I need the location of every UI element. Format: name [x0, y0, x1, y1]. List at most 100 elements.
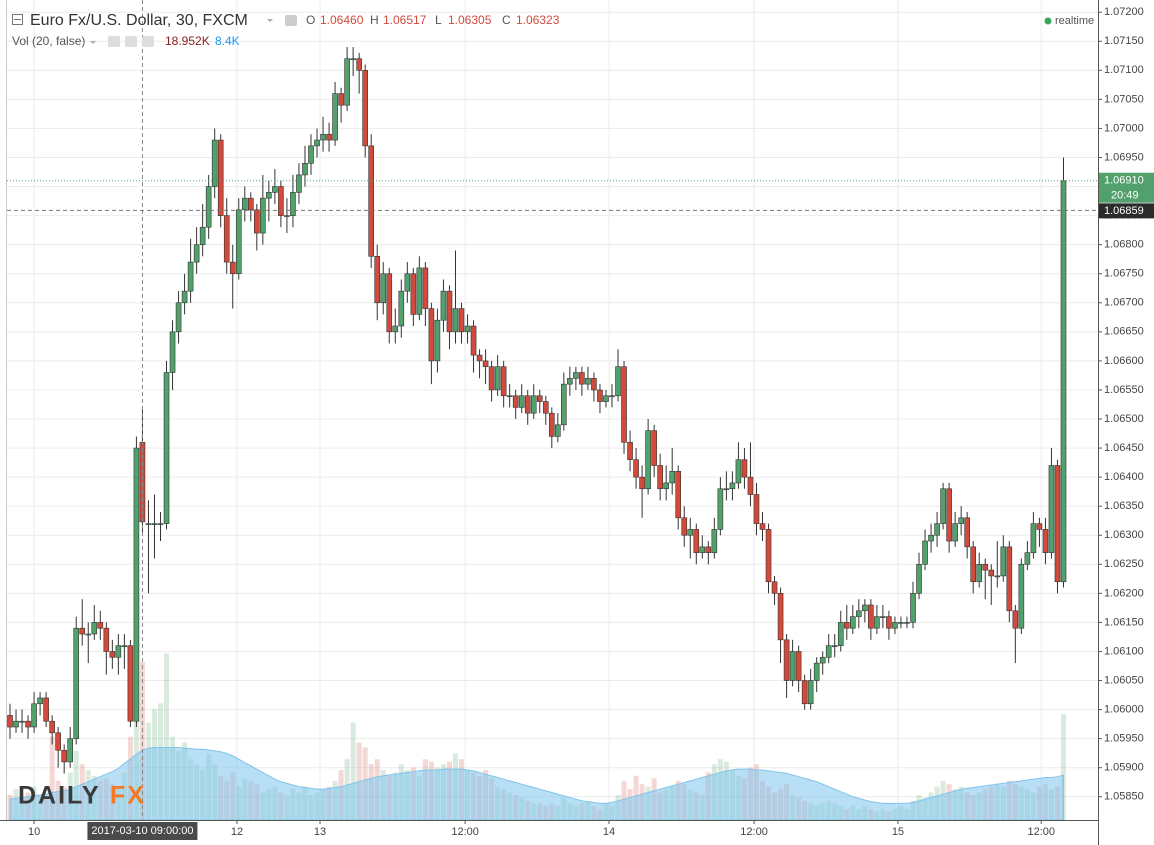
y-tick-label: 1.07200: [1104, 6, 1144, 18]
candle-body: [248, 197, 254, 211]
candle-body: [410, 273, 417, 315]
volume-dropdown[interactable]: [90, 41, 96, 44]
candle-body: [380, 273, 387, 304]
candle-body: [31, 703, 37, 728]
candle-body: [1024, 552, 1031, 565]
price-axis-panel: [1098, 0, 1154, 845]
candle-body: [169, 331, 176, 373]
candle-body: [133, 447, 140, 722]
settings-button[interactable]: [285, 15, 297, 26]
candle-body: [675, 471, 682, 519]
candle-body: [211, 139, 218, 187]
volume-layer: [7, 653, 1066, 821]
candle-body: [127, 645, 134, 722]
logo-daily: DAILY: [18, 782, 101, 810]
y-tick-label: 1.05850: [1104, 791, 1144, 803]
volume-remove-button[interactable]: [142, 36, 154, 47]
crosshair-label: 2017-03-10 09:00:00: [91, 825, 193, 837]
candle-body: [518, 395, 525, 408]
candle-body: [669, 471, 676, 484]
candle-body: [308, 145, 314, 164]
candle-body: [217, 139, 224, 216]
y-tick-label: 1.06750: [1104, 268, 1144, 280]
candle-body: [825, 645, 832, 658]
title-dropdown[interactable]: [267, 19, 273, 22]
candle-body: [1030, 523, 1037, 553]
candle-body: [813, 662, 820, 681]
candle-body: [19, 720, 25, 723]
candle-body: [831, 645, 838, 647]
candle-body: [747, 476, 754, 495]
candle-body: [494, 366, 501, 391]
candle-body: [1036, 523, 1043, 530]
candle-body: [898, 622, 904, 624]
candle-body: [530, 395, 537, 414]
volume-bar: [164, 653, 170, 820]
candle-body: [163, 372, 170, 524]
candle-body: [952, 523, 958, 542]
candle-body: [789, 651, 796, 681]
candle-body: [121, 645, 128, 647]
y-tick-label: 1.07100: [1104, 64, 1144, 76]
candle-body: [205, 186, 212, 228]
candle-body: [79, 627, 86, 635]
volume-format-button[interactable]: [125, 36, 137, 47]
candle-body: [260, 197, 266, 234]
candle-body: [681, 517, 688, 536]
candle-body: [615, 366, 621, 397]
volume-settings-button[interactable]: [108, 36, 120, 47]
candle-body: [922, 540, 928, 565]
candle-body: [717, 488, 724, 530]
candle-body: [7, 715, 13, 728]
candle-body: [771, 581, 778, 594]
candle-body: [181, 290, 188, 304]
candle-body: [964, 517, 970, 548]
candle-body: [296, 174, 302, 193]
candle-body: [37, 697, 43, 705]
candle-body: [241, 197, 248, 211]
candle-body: [904, 622, 910, 624]
candle-body: [314, 139, 320, 147]
candle-body: [139, 441, 146, 523]
y-tick-label: 1.06350: [1104, 500, 1144, 512]
candle-body: [506, 395, 513, 398]
y-tick-label: 1.06250: [1104, 558, 1144, 570]
y-tick-label: 1.07000: [1104, 122, 1144, 134]
candle-body: [591, 378, 597, 391]
y-tick-label: 1.06650: [1104, 326, 1144, 338]
candle-body: [801, 680, 808, 705]
candle-body: [404, 273, 411, 292]
x-tick-label: 12: [231, 826, 243, 838]
candle-body: [422, 267, 429, 309]
candle-body: [440, 290, 447, 321]
candle-body: [464, 325, 471, 333]
candle-body: [970, 546, 977, 583]
candle-body: [892, 622, 898, 629]
candle-body: [573, 372, 579, 379]
y-tick-label: 1.06000: [1104, 703, 1144, 715]
candle-body: [97, 622, 104, 629]
candle-body: [151, 523, 158, 525]
candle-body: [235, 209, 242, 275]
collapse-button[interactable]: [12, 14, 23, 25]
candle-body: [729, 482, 736, 490]
last-price-label: 1.06910: [1104, 175, 1144, 187]
volume-bar: [1061, 714, 1066, 820]
overlay-layer: [7, 0, 1098, 820]
volume-ma-area: [9, 747, 1064, 821]
x-tick-label: 12:00: [740, 826, 768, 838]
x-tick-label: 13: [314, 826, 326, 838]
y-tick-label: 1.06200: [1104, 587, 1144, 599]
y-tick-label: 1.06550: [1104, 384, 1144, 396]
candle-body: [49, 720, 55, 734]
candle-body: [43, 697, 49, 722]
candle-body: [175, 302, 182, 333]
candle-body: [524, 395, 531, 414]
y-tick-label: 1.06150: [1104, 616, 1144, 628]
volume-legend-value: 8.4K: [215, 34, 240, 48]
candle-body: [542, 401, 549, 414]
candle-body: [356, 58, 362, 71]
y-tick-label: 1.06050: [1104, 674, 1144, 686]
